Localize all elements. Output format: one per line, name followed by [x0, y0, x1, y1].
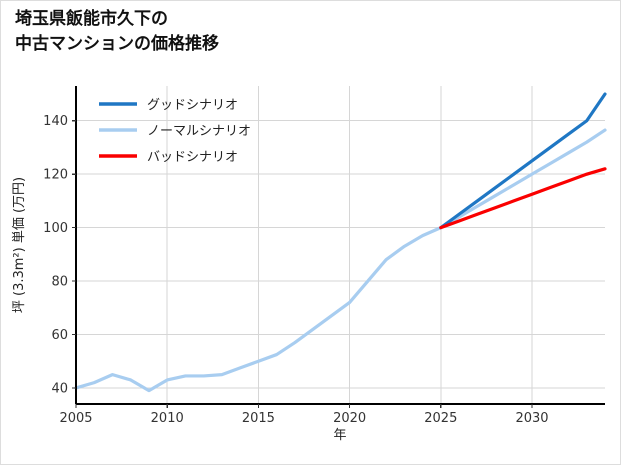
y-axis-ticks: 40 60 80 100 120 140	[43, 114, 76, 396]
y-tick-label: 100	[43, 221, 68, 236]
x-tick-label: 2010	[151, 411, 184, 426]
series-line-グッドシナリオ	[439, 92, 607, 230]
legend-label-bad: バッドシナリオ	[147, 150, 238, 165]
x-axis-title: 年	[333, 428, 346, 443]
y-tick-label: 40	[51, 381, 68, 396]
y-tick-label: 80	[51, 275, 68, 290]
y-axis-title: 坪 (3.3m²) 単価 (万円)	[11, 177, 27, 313]
y-tick-label: 140	[43, 114, 68, 129]
x-tick-label: 2015	[242, 411, 275, 426]
x-tick-label: 2025	[424, 411, 457, 426]
y-tick-label: 60	[51, 328, 68, 343]
legend-label-good: グッドシナリオ	[147, 98, 238, 113]
x-axis-ticks: 2005 2010 2015 2020 2025 2030	[59, 404, 549, 426]
x-tick-label: 2005	[59, 411, 92, 426]
x-gridlines	[75, 86, 533, 404]
legend-label-normal: ノーマルシナリオ	[147, 124, 251, 139]
x-tick-label: 2030	[515, 411, 548, 426]
series-line-ノーマルシナリオ	[74, 128, 607, 393]
y-gridlines	[76, 120, 605, 389]
y-tick-label: 120	[43, 168, 68, 183]
axis-lines	[75, 86, 605, 405]
x-tick-label: 2020	[333, 411, 366, 426]
series-layer	[74, 92, 607, 393]
series-line-バッドシナリオ	[439, 167, 607, 230]
page-title: 埼玉県飯能市久下の 中古マンションの価格推移	[15, 9, 219, 54]
